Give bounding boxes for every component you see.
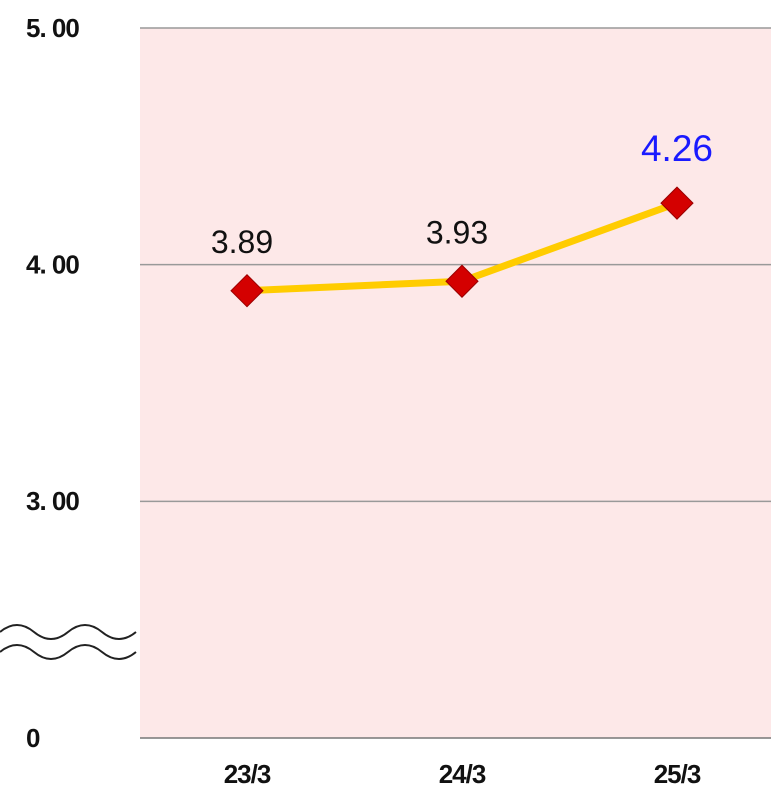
y-tick-label: 4. 00 (26, 250, 79, 280)
x-tick-label: 24/3 (439, 759, 486, 789)
marker (660, 186, 694, 220)
marker (230, 273, 264, 308)
plot-area (140, 28, 771, 738)
axis-break (0, 624, 137, 660)
y-tick-label: 5. 00 (26, 13, 79, 43)
y-tick-label: 0 (26, 723, 40, 753)
x-tick-label: 23/3 (224, 759, 271, 789)
y-tick-label: 3. 00 (26, 486, 79, 516)
x-tick-label: 25/3 (654, 759, 701, 789)
data-label: 4.26 (641, 128, 713, 169)
marker (445, 264, 479, 298)
data-label: 3.89 (211, 224, 273, 260)
data-label: 3.93 (426, 215, 488, 251)
